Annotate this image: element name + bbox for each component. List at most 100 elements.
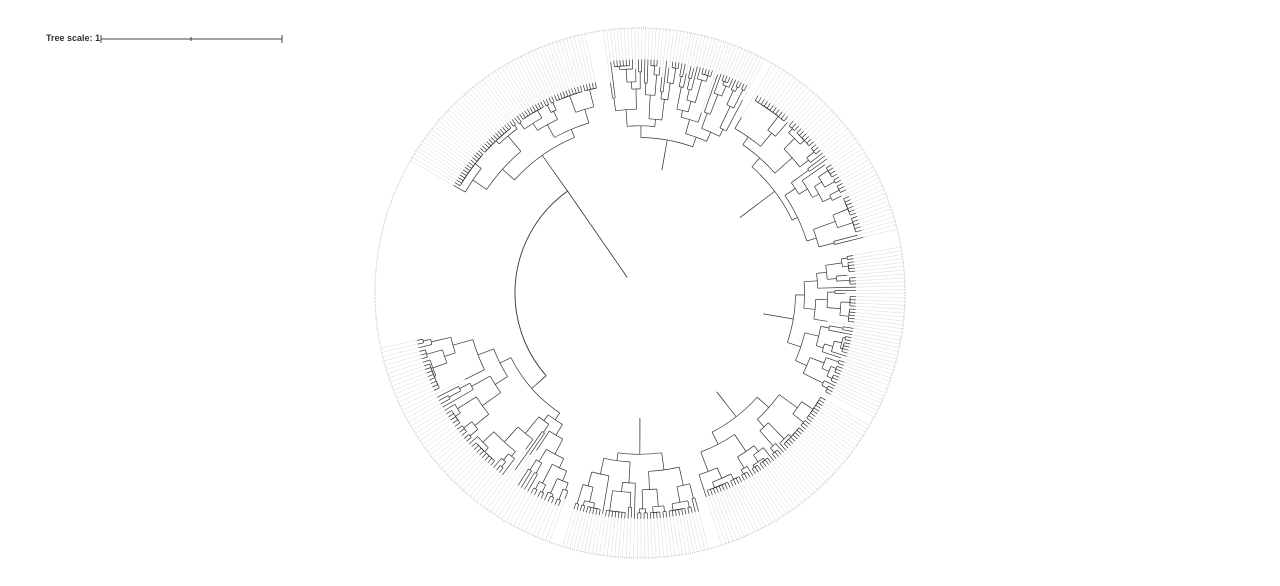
node-arc bbox=[557, 478, 569, 484]
node-arc bbox=[800, 136, 809, 145]
tip-leader bbox=[811, 421, 853, 453]
branch bbox=[576, 504, 580, 510]
tip-leader bbox=[799, 436, 838, 471]
tip-leader bbox=[685, 32, 692, 64]
tip-leader bbox=[555, 41, 572, 89]
node-arc bbox=[737, 445, 755, 458]
node-arc bbox=[513, 124, 516, 127]
node-arc bbox=[821, 343, 825, 352]
internal-branch bbox=[609, 490, 613, 511]
tip-leader bbox=[541, 46, 561, 93]
tip-leader bbox=[809, 424, 850, 456]
internal-branch bbox=[726, 90, 734, 105]
tip-leader bbox=[855, 302, 905, 306]
node-arc bbox=[528, 468, 532, 472]
tip-leader bbox=[744, 480, 770, 525]
branch bbox=[418, 344, 432, 349]
tip-leader bbox=[784, 86, 807, 115]
tip-leader bbox=[501, 66, 528, 110]
node-arc bbox=[676, 483, 690, 488]
branch bbox=[757, 97, 762, 103]
tip-leader bbox=[602, 30, 611, 83]
tip-leader bbox=[839, 377, 885, 397]
tip-leader bbox=[798, 100, 823, 127]
branch bbox=[464, 434, 470, 439]
tip-leader bbox=[450, 452, 478, 479]
node-arc bbox=[458, 386, 462, 391]
branch bbox=[842, 329, 853, 332]
node-arc bbox=[489, 375, 501, 393]
branch bbox=[495, 132, 500, 138]
tip-leader bbox=[541, 504, 556, 539]
internal-branch bbox=[798, 188, 808, 195]
branch bbox=[724, 76, 728, 82]
tip-leader bbox=[854, 196, 888, 210]
internal-branch bbox=[687, 500, 690, 508]
tip-leader bbox=[851, 337, 900, 349]
branch bbox=[775, 109, 780, 115]
node-arc bbox=[622, 482, 636, 484]
tip-leader bbox=[485, 77, 515, 118]
clade-stem bbox=[763, 313, 780, 317]
tip-leader bbox=[577, 35, 590, 84]
internal-branch bbox=[484, 447, 489, 452]
internal-branch bbox=[654, 119, 656, 127]
internal-branch bbox=[752, 465, 755, 468]
branch bbox=[835, 368, 842, 372]
branch bbox=[843, 196, 850, 200]
node-arc bbox=[792, 401, 802, 415]
tip-ring-circle bbox=[374, 27, 906, 559]
branch bbox=[844, 342, 851, 345]
branch bbox=[844, 339, 851, 342]
tip-leader bbox=[431, 129, 471, 161]
internal-branch bbox=[753, 445, 759, 452]
branch bbox=[791, 123, 797, 129]
branch bbox=[458, 177, 464, 181]
internal-branch bbox=[719, 129, 724, 137]
internal-branch bbox=[825, 357, 839, 363]
branch bbox=[763, 101, 768, 107]
tip-leader bbox=[822, 131, 851, 154]
branch bbox=[499, 128, 505, 134]
internal-branch bbox=[814, 181, 822, 187]
tip-leader bbox=[709, 39, 719, 70]
branch bbox=[479, 450, 485, 456]
branch bbox=[838, 186, 845, 190]
tip-leader bbox=[603, 516, 609, 556]
node-arc bbox=[425, 351, 428, 358]
node-arc bbox=[825, 167, 830, 174]
node-arc bbox=[753, 447, 764, 456]
node-arc bbox=[712, 473, 732, 483]
branch bbox=[725, 99, 743, 132]
tree-scale-label: Tree scale: bbox=[46, 33, 93, 43]
branch bbox=[438, 395, 449, 401]
internal-branch bbox=[671, 503, 674, 511]
tip-leader bbox=[532, 501, 549, 536]
tip-leader bbox=[833, 148, 863, 168]
tip-leader bbox=[513, 493, 532, 526]
node-arc bbox=[842, 326, 844, 330]
branch bbox=[423, 363, 430, 367]
node-arc bbox=[841, 346, 844, 352]
tip-leader bbox=[800, 103, 826, 129]
tip-leader bbox=[406, 400, 440, 419]
node-arc bbox=[640, 137, 693, 148]
node-arc bbox=[627, 125, 655, 127]
tree-branches bbox=[416, 59, 864, 519]
branch bbox=[558, 500, 561, 507]
branch bbox=[537, 491, 541, 497]
branch bbox=[850, 212, 857, 216]
node-arc bbox=[549, 430, 563, 440]
branch bbox=[486, 141, 492, 147]
node-arc bbox=[759, 422, 769, 431]
tip-leader bbox=[438, 120, 477, 153]
internal-branch bbox=[661, 452, 665, 470]
branch bbox=[668, 510, 671, 517]
node-arc bbox=[833, 241, 835, 245]
tip-leader bbox=[650, 28, 653, 60]
internal-branch bbox=[818, 242, 835, 248]
node-arc bbox=[536, 459, 542, 464]
tip-leader bbox=[724, 490, 745, 537]
internal-branch bbox=[547, 104, 552, 113]
node-arc bbox=[672, 500, 688, 505]
